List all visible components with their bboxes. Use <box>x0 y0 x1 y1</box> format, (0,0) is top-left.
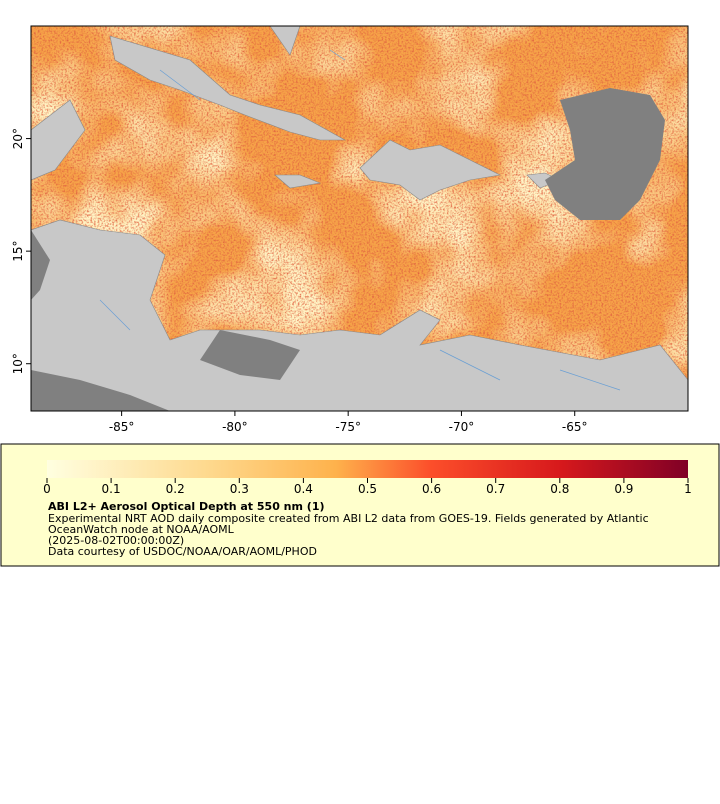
colorbar-tick-label: 0.2 <box>166 482 185 496</box>
x-tick-label: -80° <box>222 420 248 434</box>
legend-title: ABI L2+ Aerosol Optical Depth at 550 nm … <box>48 500 325 513</box>
colorbar-tick-label: 0.1 <box>102 482 121 496</box>
legend-line: Experimental NRT AOD daily composite cre… <box>48 512 649 525</box>
colorbar-tick-label: 0.4 <box>294 482 313 496</box>
colorbar-tick-label: 0.6 <box>422 482 441 496</box>
x-tick-label: -85° <box>109 420 135 434</box>
x-tick-label: -65° <box>562 420 588 434</box>
colorbar-tick-label: 1 <box>684 482 692 496</box>
x-tick-label: -75° <box>335 420 361 434</box>
y-tick-label: 20° <box>11 128 25 149</box>
colorbar-tick-label: 0.8 <box>550 482 569 496</box>
x-tick-label: -70° <box>449 420 475 434</box>
colorbar-tick-label: 0.9 <box>614 482 633 496</box>
map-frame <box>30 25 689 412</box>
legend-text: ABI L2+ Aerosol Optical Depth at 550 nm … <box>48 500 649 558</box>
y-tick-label: 15° <box>11 241 25 262</box>
colorbar-tick-label: 0.5 <box>358 482 377 496</box>
colorbar <box>47 460 688 478</box>
legend-line: OceanWatch node at NOAA/AOML <box>48 523 235 536</box>
map-image <box>31 26 688 411</box>
colorbar-tick-label: 0 <box>43 482 51 496</box>
y-tick-label: 10° <box>11 353 25 374</box>
colorbar-tick-label: 0.7 <box>486 482 505 496</box>
legend-line: Data courtesy of USDOC/NOAA/OAR/AOML/PHO… <box>48 545 317 558</box>
legend-line: (2025-08-02T00:00:00Z) <box>48 534 184 547</box>
colorbar-tick-label: 0.3 <box>230 482 249 496</box>
